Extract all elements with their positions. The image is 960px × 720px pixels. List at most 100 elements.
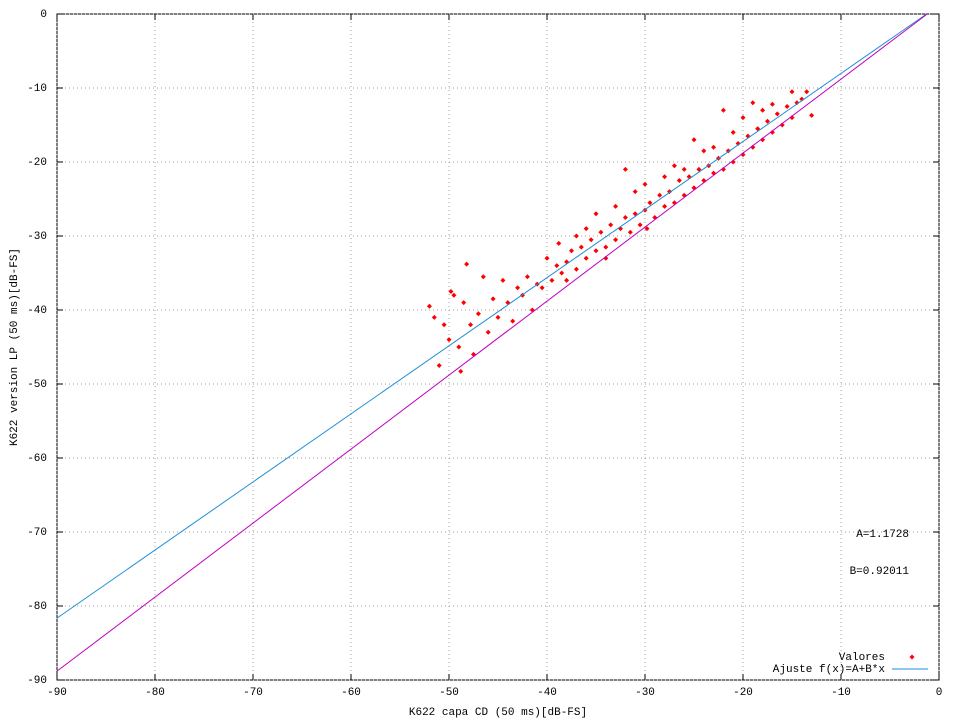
- data-point: [637, 222, 643, 228]
- annotation: A=1.1728: [856, 529, 909, 541]
- data-point: [613, 237, 619, 243]
- data-point: [730, 129, 736, 135]
- data-point: [554, 263, 560, 269]
- data-point: [769, 129, 775, 135]
- data-point: [441, 322, 447, 328]
- y-tick-label: -60: [27, 453, 47, 465]
- x-tick-label: -80: [145, 687, 165, 699]
- x-tick-label: -10: [831, 687, 851, 699]
- data-point: [681, 166, 687, 172]
- data-point: [769, 101, 775, 107]
- data-point: [622, 215, 628, 220]
- legend-label: Ajuste f(x)=A+B*x: [773, 664, 886, 676]
- data-point: [740, 152, 746, 158]
- data-point: [431, 314, 437, 320]
- data-point: [662, 203, 668, 209]
- y-tick-label: -50: [27, 379, 47, 391]
- x-axis-label: K622 capa CD (50 ms)[dB-FS]: [409, 707, 587, 719]
- data-point: [774, 111, 780, 117]
- data-point: [603, 255, 609, 261]
- y-axis-label: K622 version LP (50 ms)[dB-FS]: [9, 248, 21, 446]
- data-point: [583, 255, 589, 261]
- data-point: [691, 137, 697, 143]
- data-point: [461, 300, 467, 306]
- data-point: [789, 115, 795, 121]
- data-point: [448, 289, 454, 294]
- data-point: [779, 122, 785, 128]
- data-point: [676, 178, 682, 183]
- data-point: [760, 107, 766, 113]
- data-point: [804, 89, 810, 95]
- data-point: [475, 311, 481, 317]
- data-point: [647, 200, 653, 206]
- y-tick-label: -40: [27, 305, 47, 317]
- fit-line: [56, 13, 928, 672]
- data-point: [720, 166, 726, 172]
- data-point: [632, 189, 638, 195]
- data-point: [657, 192, 663, 198]
- data-point: [559, 270, 565, 276]
- data-point: [573, 233, 579, 239]
- data-point: [644, 226, 650, 232]
- y-tick-label: 0: [40, 9, 47, 21]
- data-point: [485, 329, 491, 335]
- data-point: [569, 248, 574, 254]
- legend-marker: [909, 654, 915, 660]
- data-point: [642, 181, 648, 187]
- annotation: B=0.92011: [850, 566, 910, 578]
- data-point: [588, 237, 594, 243]
- data-point: [464, 261, 470, 267]
- data-point: [510, 318, 516, 324]
- x-tick-label: -50: [439, 687, 459, 699]
- data-point: [598, 229, 604, 235]
- data-point: [495, 314, 501, 320]
- data-point: [593, 248, 599, 254]
- data-point: [451, 292, 457, 298]
- data-point: [458, 368, 464, 374]
- data-point: [765, 118, 770, 124]
- data-point: [564, 277, 570, 283]
- data-point: [544, 255, 550, 261]
- data-point: [809, 112, 815, 118]
- x-tick-label: -70: [243, 687, 263, 699]
- fit-line: [56, 13, 927, 619]
- y-tick-label: -70: [27, 527, 47, 539]
- data-point: [740, 115, 746, 121]
- data-point: [593, 211, 599, 217]
- data-point: [456, 344, 462, 350]
- data-point: [622, 166, 628, 172]
- legend-label: Valores: [839, 652, 885, 664]
- x-tick-label: -90: [47, 687, 67, 699]
- data-point: [784, 104, 790, 109]
- data-point: [711, 144, 717, 150]
- data-point: [627, 229, 633, 235]
- plot-frame: [56, 13, 940, 681]
- data-point: [789, 89, 795, 95]
- data-point: [515, 285, 521, 291]
- x-tick-label: -20: [733, 687, 753, 699]
- data-point: [480, 274, 486, 280]
- data-point: [468, 322, 474, 328]
- data-point: [573, 266, 579, 272]
- data-point: [426, 303, 432, 309]
- x-tick-label: 0: [936, 687, 943, 699]
- data-point: [730, 159, 736, 165]
- y-tick-label: -20: [27, 157, 47, 169]
- data-point: [524, 274, 530, 280]
- data-point: [696, 166, 702, 172]
- y-tick-label: -10: [27, 83, 47, 95]
- data-point: [539, 285, 545, 291]
- data-point: [750, 144, 756, 150]
- data-point: [583, 226, 589, 232]
- y-tick-label: -90: [27, 675, 47, 687]
- x-tick-label: -40: [537, 687, 557, 699]
- data-point: [549, 277, 555, 283]
- data-point: [662, 174, 668, 180]
- x-tick-label: -30: [635, 687, 655, 699]
- y-tick-label: -80: [27, 601, 47, 613]
- data-point: [556, 240, 562, 246]
- data-point: [578, 244, 584, 250]
- data-point: [720, 107, 726, 113]
